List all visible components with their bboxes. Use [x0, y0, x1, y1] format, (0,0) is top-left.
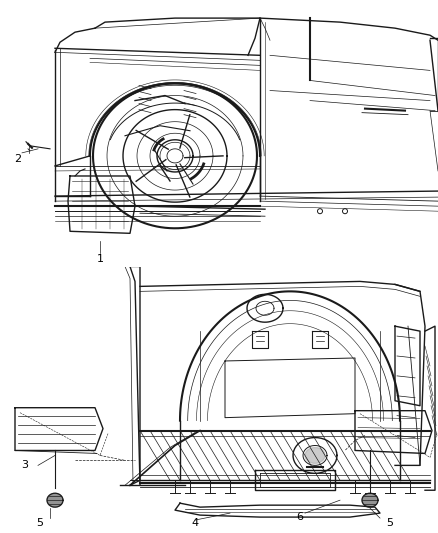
Text: 3: 3 — [21, 461, 28, 471]
Polygon shape — [47, 493, 63, 507]
Text: 2: 2 — [14, 154, 21, 164]
Polygon shape — [305, 448, 325, 463]
Text: 5: 5 — [36, 518, 43, 528]
Polygon shape — [362, 493, 378, 507]
Text: 5: 5 — [386, 518, 393, 528]
Text: 4: 4 — [191, 518, 198, 528]
Text: 6: 6 — [297, 512, 304, 522]
Text: 1: 1 — [96, 254, 103, 264]
